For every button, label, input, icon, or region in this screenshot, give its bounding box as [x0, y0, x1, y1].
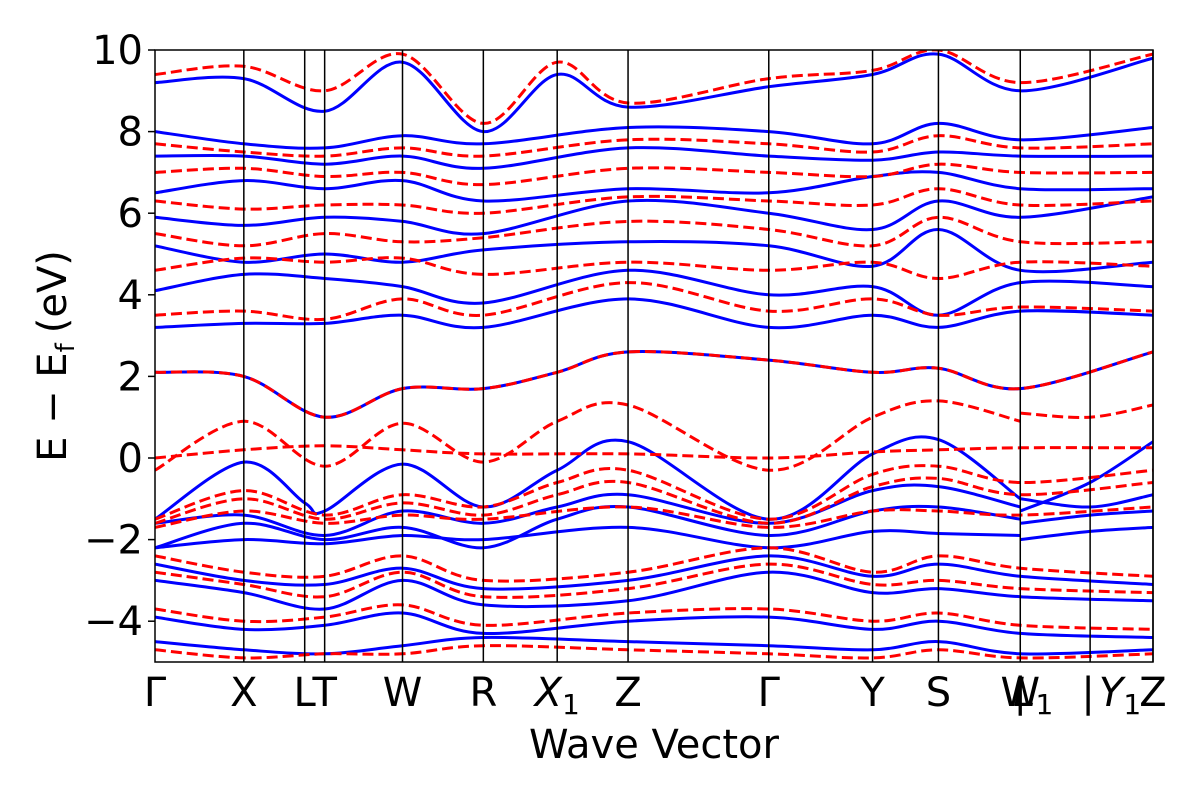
dashed-band-line: [155, 350, 1153, 419]
solid-band-line: [155, 483, 1021, 538]
kpoint-label: |: [1081, 670, 1094, 716]
dashed-band-line: [155, 162, 1153, 187]
kpoint-label: L: [294, 670, 317, 716]
kpoint-label: X1: [533, 670, 580, 721]
kpoint-label: S: [926, 670, 951, 716]
solid-band-line: [1020, 509, 1153, 525]
kpoint-label: X: [230, 670, 257, 716]
dashed-band-line: [155, 444, 1153, 460]
dashed-band-line: [155, 215, 1153, 248]
y-axis-title-subscript: f: [51, 342, 81, 352]
kpoint-label: Y1: [1099, 670, 1141, 721]
y-tick-label: −2: [84, 518, 143, 564]
dashed-band-line: [155, 603, 1153, 631]
solid-band-line: [1020, 493, 1153, 509]
y-axis-title-unit: (eV): [30, 250, 76, 333]
kpoint-label: W: [1000, 670, 1040, 716]
y-axis-title: E − Ef (eV): [30, 250, 81, 462]
y-tick-label: −4: [84, 599, 143, 645]
kpoint-label: Z: [614, 670, 641, 716]
kpoint-label: |: [1014, 670, 1027, 716]
y-tick-label: 6: [118, 191, 143, 237]
solid-band-line: [155, 525, 1021, 550]
y-ticks-layer: −4 −2 0 2 4 6 8 10: [84, 28, 155, 645]
kpoint-label: L1: [1013, 670, 1053, 721]
dashed-band-line: [155, 399, 1021, 472]
dashed-band-line: [155, 505, 1153, 529]
solid-band-line: [155, 227, 1153, 274]
kpoint-label: Z: [1139, 670, 1166, 716]
x-axis-title: Wave Vector: [529, 722, 780, 768]
kpoint-divider-layer: [243, 50, 1154, 662]
kpoint-label: Y: [859, 670, 885, 716]
plot-frame: [154, 49, 1154, 663]
kpoint-label: Γ: [144, 670, 167, 716]
x-ticks-layer: Γ X LT W R X1 Z Γ Y S W|L1 | Y1Z: [144, 670, 1167, 721]
kpoint-label: Γ: [758, 670, 781, 716]
kpoint-label: R: [469, 670, 497, 716]
y-tick-label: 10: [92, 28, 143, 74]
dashed-band-line: [1020, 403, 1153, 419]
dashed-band-line: [155, 256, 1153, 281]
dashed-band-line: [155, 50, 1153, 125]
y-axis-title-main: E − E: [30, 352, 76, 462]
kpoint-label: W: [383, 670, 423, 716]
solid-band-line: [1020, 525, 1153, 542]
dashed-band-line: [155, 464, 1153, 521]
solid-band-line: [155, 297, 1153, 330]
solid-band-line: [155, 268, 1153, 317]
kpoint-label: T: [311, 670, 337, 716]
dashed-band-line: [155, 187, 1153, 215]
y-tick-label: 2: [118, 354, 143, 400]
y-tick-label: 4: [118, 273, 143, 319]
dashed-band-line: [155, 476, 1153, 525]
y-tick-label: 8: [118, 110, 143, 156]
y-tick-label: 0: [118, 436, 143, 482]
dashed-band-line: [155, 134, 1153, 158]
